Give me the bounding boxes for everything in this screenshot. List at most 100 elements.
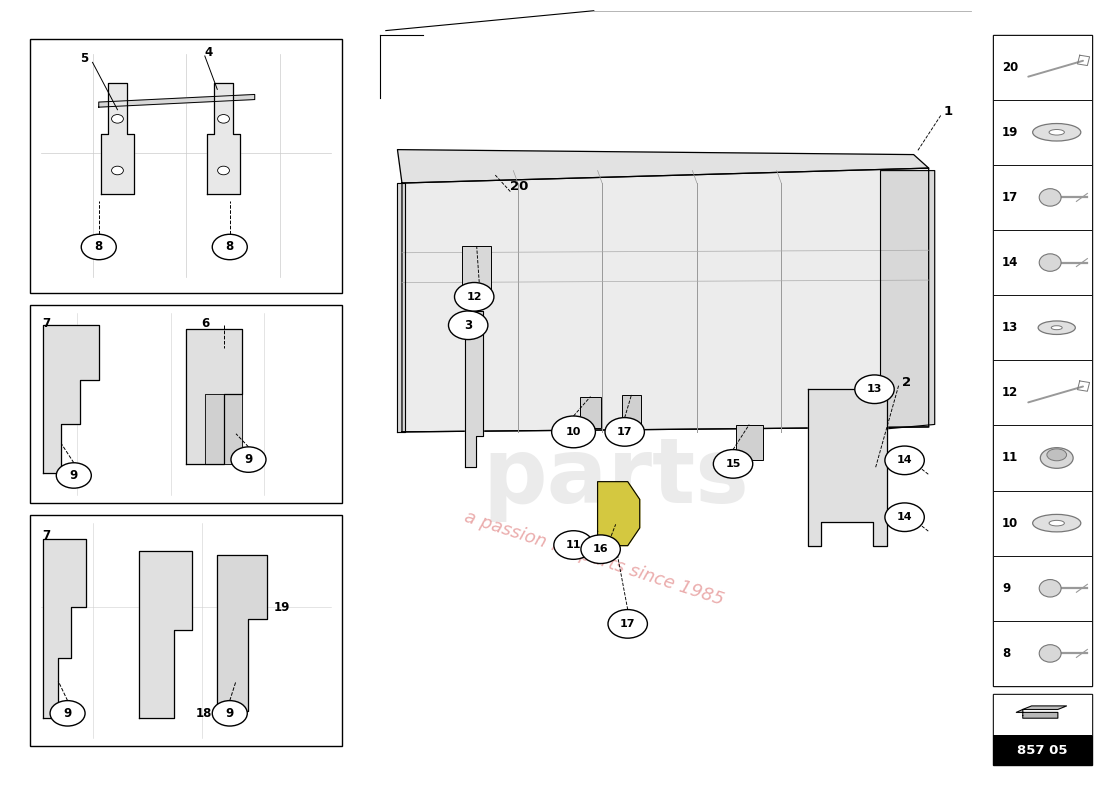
Circle shape bbox=[713, 450, 752, 478]
Text: 6: 6 bbox=[201, 317, 210, 330]
Circle shape bbox=[449, 311, 488, 339]
Text: 2: 2 bbox=[902, 376, 911, 389]
Text: 14: 14 bbox=[896, 455, 912, 466]
Text: 8: 8 bbox=[1002, 647, 1010, 660]
Text: 11: 11 bbox=[565, 540, 581, 550]
Text: 8: 8 bbox=[226, 241, 234, 254]
Bar bbox=[993, 490, 1091, 556]
Text: 16: 16 bbox=[593, 544, 608, 554]
Bar bbox=[993, 694, 1091, 735]
Text: 10: 10 bbox=[1002, 517, 1019, 530]
Text: 1: 1 bbox=[944, 106, 953, 118]
Text: 14: 14 bbox=[1002, 256, 1019, 269]
Ellipse shape bbox=[1052, 326, 1063, 330]
Text: 15: 15 bbox=[725, 459, 740, 469]
Ellipse shape bbox=[1041, 448, 1074, 468]
Circle shape bbox=[218, 166, 230, 174]
Circle shape bbox=[884, 503, 924, 531]
Polygon shape bbox=[140, 551, 192, 718]
Polygon shape bbox=[43, 539, 86, 718]
Bar bbox=[993, 735, 1091, 766]
Circle shape bbox=[553, 530, 593, 559]
Bar bbox=[30, 515, 342, 746]
Text: 8: 8 bbox=[95, 241, 103, 254]
Circle shape bbox=[212, 701, 248, 726]
Ellipse shape bbox=[1033, 514, 1081, 532]
Polygon shape bbox=[218, 555, 267, 711]
Ellipse shape bbox=[1040, 579, 1062, 597]
Circle shape bbox=[884, 446, 924, 474]
Text: 19: 19 bbox=[274, 601, 289, 614]
Polygon shape bbox=[99, 94, 255, 107]
Circle shape bbox=[551, 416, 595, 448]
Text: euro
car
parts: euro car parts bbox=[482, 278, 749, 522]
Bar bbox=[993, 295, 1091, 360]
Ellipse shape bbox=[1038, 321, 1076, 334]
Polygon shape bbox=[1016, 710, 1058, 718]
Bar bbox=[30, 38, 342, 293]
Polygon shape bbox=[396, 183, 405, 432]
Bar bbox=[993, 694, 1091, 766]
Bar bbox=[993, 426, 1091, 490]
Text: 17: 17 bbox=[620, 619, 636, 629]
Text: 9: 9 bbox=[226, 707, 234, 720]
Ellipse shape bbox=[1040, 189, 1062, 206]
Text: 20: 20 bbox=[1002, 61, 1019, 74]
Circle shape bbox=[111, 114, 123, 123]
Text: 13: 13 bbox=[867, 384, 882, 394]
Polygon shape bbox=[43, 325, 99, 474]
Text: 17: 17 bbox=[617, 427, 632, 437]
Polygon shape bbox=[101, 82, 134, 194]
Bar bbox=[993, 230, 1091, 295]
Text: 7: 7 bbox=[43, 317, 51, 330]
Text: 12: 12 bbox=[466, 292, 482, 302]
Bar bbox=[736, 425, 763, 460]
Polygon shape bbox=[1023, 706, 1067, 710]
Polygon shape bbox=[397, 150, 928, 183]
Circle shape bbox=[51, 701, 85, 726]
Text: 10: 10 bbox=[565, 427, 581, 437]
Bar bbox=[993, 621, 1091, 686]
Bar bbox=[30, 305, 342, 503]
Polygon shape bbox=[597, 482, 640, 546]
Bar bbox=[993, 165, 1091, 230]
Bar bbox=[462, 246, 491, 290]
Circle shape bbox=[581, 535, 620, 563]
Text: 9: 9 bbox=[64, 707, 72, 720]
Bar bbox=[993, 34, 1091, 100]
Bar bbox=[993, 360, 1091, 426]
Ellipse shape bbox=[1040, 645, 1062, 662]
Text: 7: 7 bbox=[43, 530, 51, 542]
Ellipse shape bbox=[1033, 123, 1081, 141]
Text: 19: 19 bbox=[1002, 126, 1019, 138]
Circle shape bbox=[218, 114, 230, 123]
Text: 20: 20 bbox=[510, 180, 529, 193]
Bar bbox=[993, 100, 1091, 165]
Circle shape bbox=[605, 418, 645, 446]
Circle shape bbox=[454, 282, 494, 311]
Text: 14: 14 bbox=[896, 512, 912, 522]
Circle shape bbox=[56, 462, 91, 488]
Polygon shape bbox=[880, 170, 935, 430]
Polygon shape bbox=[186, 329, 242, 463]
Text: 9: 9 bbox=[244, 453, 253, 466]
Circle shape bbox=[81, 234, 117, 260]
Bar bbox=[621, 394, 641, 425]
Text: a passion for parts since 1985: a passion for parts since 1985 bbox=[462, 508, 726, 610]
Polygon shape bbox=[207, 82, 240, 194]
Text: 4: 4 bbox=[205, 46, 213, 59]
Text: 12: 12 bbox=[1002, 386, 1019, 399]
Ellipse shape bbox=[1049, 130, 1065, 135]
Polygon shape bbox=[205, 394, 242, 463]
Text: 17: 17 bbox=[1002, 191, 1019, 204]
Circle shape bbox=[855, 375, 894, 403]
Polygon shape bbox=[808, 390, 887, 546]
Bar bbox=[580, 397, 602, 428]
Circle shape bbox=[608, 610, 648, 638]
Ellipse shape bbox=[1047, 449, 1067, 461]
Ellipse shape bbox=[1049, 520, 1065, 526]
Text: 18: 18 bbox=[196, 707, 212, 720]
Circle shape bbox=[231, 447, 266, 472]
Circle shape bbox=[212, 234, 248, 260]
Text: 3: 3 bbox=[464, 318, 472, 332]
